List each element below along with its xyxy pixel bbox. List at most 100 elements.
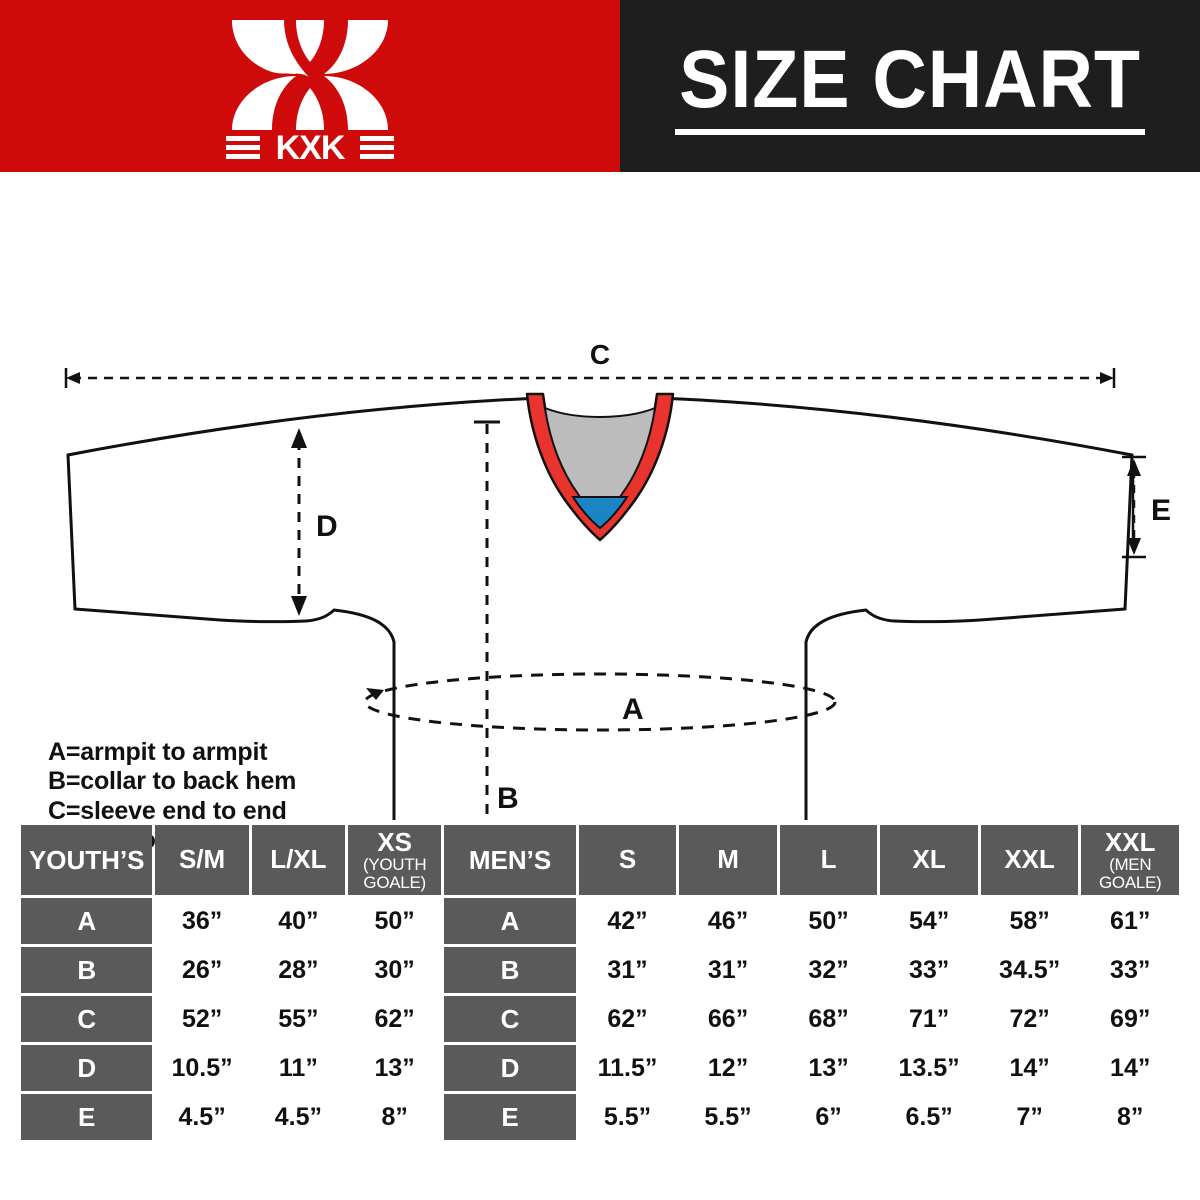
cell-men-d-xxl-goalie: 14” [1081,1045,1179,1091]
cell-youth-e-lxl: 4.5” [251,1094,346,1140]
header-men-xxl-main: XXL [1004,844,1055,875]
cell-men-c-s: 62” [578,996,677,1042]
cell-men-e-xxl: 7” [980,1094,1079,1140]
header-men-l: L [779,825,878,895]
header-men-s-main: S [618,844,637,875]
dimension-b [474,420,500,820]
dimension-e-label: E [1151,494,1171,527]
cell-men-d-xl: 13.5” [880,1045,978,1091]
header-youth-xs-sub: (YOUTH GOALE) [362,854,427,892]
header-men-xxl-goalie-sub: (MEN GOALE) [1098,854,1162,892]
row-key-men-b: B [444,947,576,993]
cell-men-c-m: 66” [679,996,777,1042]
dimension-d-label: D [316,510,338,543]
row-key-youth-a: A [21,898,153,944]
row-key-men-d: D [444,1045,576,1091]
cell-men-c-xxl: 72” [980,996,1079,1042]
cell-men-e-xxl-goalie: 8” [1081,1094,1179,1140]
cell-youth-b-sm: 26” [155,947,249,993]
header-youth-xs: XS (YOUTH GOALE) [348,825,442,895]
brand-panel: KXK [0,0,620,172]
jersey-technical-drawing: D E A B C [64,339,1171,820]
cell-men-a-xxl: 58” [980,898,1079,944]
row-key-men-e: E [444,1094,576,1140]
header-youth-lxl-main: L/XL [270,844,327,875]
header-men-xl-main: XL [912,844,946,875]
cell-youth-e-sm: 4.5” [155,1094,249,1140]
cell-youth-a-xs: 50” [348,898,442,944]
jersey-diagram: D E A B C A=armpit to ar [0,172,1200,883]
cell-men-a-m: 46” [679,898,777,944]
table-header-row: YOUTH’S S/M L/XL XS (YOUTH GOALE) MEN’S … [21,825,1179,895]
dimension-a-label: A [622,693,644,726]
cell-men-a-s: 42” [578,898,677,944]
size-table-wrap: YOUTH’S S/M L/XL XS (YOUTH GOALE) MEN’S … [18,822,1182,1143]
jersey-collar [525,392,675,542]
size-table-body: YOUTH’S S/M L/XL XS (YOUTH GOALE) MEN’S … [21,825,1179,1140]
cell-men-c-l: 68” [779,996,878,1042]
dimension-d [291,428,307,616]
dimension-b-label: B [497,782,519,815]
cell-men-a-xl: 54” [880,898,978,944]
jersey-outline [66,396,1134,820]
cell-youth-c-sm: 52” [155,996,249,1042]
cell-men-b-xl: 33” [880,947,978,993]
cell-men-a-l: 50” [779,898,878,944]
dimension-c-label: C [590,339,610,370]
cell-men-d-xxl: 14” [980,1045,1079,1091]
kxk-logo: KXK [210,12,410,167]
cell-men-b-xxl-goalie: 33” [1081,947,1179,993]
table-row: A 36” 40” 50” A 42” 46” 50” 54” 58” 61” [21,898,1179,944]
table-row: B 26” 28” 30” B 31” 31” 32” 33” 34.5” 33… [21,947,1179,993]
cell-youth-d-lxl: 11” [251,1045,346,1091]
header-youth-lxl: L/XL [251,825,346,895]
header-men-xxl-goalie-main: XXL [1104,826,1156,857]
cell-youth-c-xs: 62” [348,996,442,1042]
cell-youth-b-xs: 30” [348,947,442,993]
header-men-l-main: L [820,844,837,875]
cell-men-b-xxl: 34.5” [980,947,1079,993]
cell-men-c-xxl-goalie: 69” [1081,996,1179,1042]
cell-men-e-xl: 6.5” [880,1094,978,1140]
row-key-youth-d: D [21,1045,153,1091]
page-header: KXK SIZE CHART [0,0,1200,172]
dimension-a [363,672,837,732]
dimension-e [1122,455,1146,559]
page-title: SIZE CHART [679,34,1141,126]
table-row: D 10.5” 11” 13” D 11.5” 12” 13” 13.5” 14… [21,1045,1179,1091]
header-youth-sm: S/M [155,825,249,895]
header-men-xxl-goalie: XXL (MEN GOALE) [1081,825,1179,895]
cell-youth-d-xs: 13” [348,1045,442,1091]
header-men-xxl: XXL [980,825,1079,895]
cell-youth-a-sm: 36” [155,898,249,944]
legend-line-c: C=sleeve end to end [48,796,287,825]
title-block: SIZE CHART [659,34,1161,135]
svg-text:KXK: KXK [276,129,346,160]
row-key-men-a: A [444,898,576,944]
row-key-youth-b: B [21,947,153,993]
header-men-s: S [578,825,677,895]
cell-youth-a-lxl: 40” [251,898,346,944]
header-youth-xs-main: XS [377,826,412,857]
table-row: C 52” 55” 62” C 62” 66” 68” 71” 72” 69” [21,996,1179,1042]
cell-youth-b-lxl: 28” [251,947,346,993]
header-men-xl: XL [880,825,978,895]
cell-men-b-m: 31” [679,947,777,993]
cell-men-d-l: 13” [779,1045,878,1091]
cell-men-c-xl: 71” [880,996,978,1042]
title-underline [675,128,1145,135]
title-panel: SIZE CHART [620,0,1200,172]
cell-men-e-m: 5.5” [679,1094,777,1140]
size-table: YOUTH’S S/M L/XL XS (YOUTH GOALE) MEN’S … [18,822,1182,1143]
cell-men-b-l: 32” [779,947,878,993]
header-youth-label: YOUTH’S [21,825,153,895]
cell-youth-e-xs: 8” [348,1094,442,1140]
table-row: E 4.5” 4.5” 8” E 5.5” 5.5” 6” 6.5” 7” 8” [21,1094,1179,1140]
cell-men-e-l: 6” [779,1094,878,1140]
cell-youth-c-lxl: 55” [251,996,346,1042]
legend-line-a: A=armpit to armpit [48,738,268,766]
row-key-youth-c: C [21,996,153,1042]
header-men-m: M [679,825,777,895]
row-key-men-c: C [444,996,576,1042]
header-men-label: MEN’S [444,825,576,895]
